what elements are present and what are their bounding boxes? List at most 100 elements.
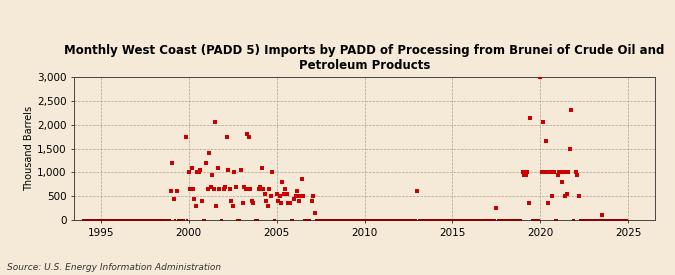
Point (220, 185, 231, 189)
Point (275, 201, 286, 205)
Point (348, 218, 358, 222)
Point (209, 120, 220, 125)
Point (572, 172, 583, 177)
Point (593, 218, 604, 222)
Point (132, 218, 142, 222)
Point (464, 218, 475, 222)
Point (500, 218, 510, 222)
Point (402, 218, 412, 222)
Point (308, 194, 319, 198)
Point (318, 218, 329, 222)
Point (524, 115, 535, 120)
Point (155, 218, 166, 222)
Point (284, 201, 295, 205)
Point (104, 218, 115, 222)
Point (234, 218, 245, 222)
Point (519, 172, 530, 177)
Point (279, 192, 290, 196)
Text: Source: U.S. Energy Information Administration: Source: U.S. Energy Information Administ… (7, 263, 221, 272)
Point (292, 189, 302, 194)
Point (583, 218, 594, 222)
Point (91, 218, 102, 222)
Point (236, 168, 247, 172)
Point (491, 206, 502, 210)
Point (223, 168, 234, 172)
Point (160, 218, 171, 222)
Point (277, 180, 288, 184)
Point (214, 187, 225, 191)
Point (468, 218, 479, 222)
Point (344, 218, 355, 222)
Point (605, 218, 616, 222)
Point (302, 218, 313, 222)
Point (604, 218, 615, 222)
Point (86, 218, 97, 222)
Point (265, 194, 276, 198)
Point (541, 139, 551, 144)
Point (283, 201, 294, 205)
Point (516, 218, 526, 222)
Point (620, 218, 630, 222)
Point (290, 194, 301, 198)
Point (144, 218, 155, 222)
Point (551, 218, 562, 222)
Point (254, 187, 265, 191)
Point (258, 187, 269, 191)
Point (466, 218, 477, 222)
Point (205, 185, 216, 189)
Point (350, 218, 361, 222)
Point (274, 194, 285, 198)
Point (199, 218, 210, 222)
Point (389, 218, 400, 222)
Point (95, 218, 106, 222)
Point (369, 218, 380, 222)
Point (413, 218, 424, 222)
Point (439, 218, 450, 222)
Point (425, 218, 436, 222)
Point (271, 192, 282, 196)
Point (171, 189, 182, 194)
Point (250, 218, 261, 222)
Point (523, 201, 534, 205)
Point (116, 218, 127, 222)
Point (569, 218, 580, 222)
Point (213, 165, 223, 170)
Point (514, 218, 525, 222)
Point (535, 75, 546, 79)
Point (520, 172, 531, 177)
Point (296, 177, 307, 182)
Point (349, 218, 360, 222)
Point (343, 218, 354, 222)
Point (498, 218, 509, 222)
Point (217, 218, 227, 222)
Point (219, 187, 230, 191)
Point (309, 211, 320, 215)
Y-axis label: Thousand Barrels: Thousand Barrels (24, 106, 34, 191)
Point (145, 218, 156, 222)
Point (383, 218, 394, 222)
Point (139, 218, 150, 222)
Point (200, 161, 211, 165)
Point (481, 218, 491, 222)
Point (398, 218, 408, 222)
Point (399, 218, 410, 222)
Point (460, 218, 471, 222)
Point (438, 218, 449, 222)
Point (537, 170, 547, 175)
Point (418, 218, 429, 222)
Point (238, 201, 248, 205)
Point (485, 218, 496, 222)
Point (392, 218, 402, 222)
Point (227, 204, 238, 208)
Point (544, 170, 555, 175)
Point (424, 218, 435, 222)
Point (497, 218, 508, 222)
Point (495, 218, 506, 222)
Point (119, 218, 130, 222)
Point (367, 218, 377, 222)
Point (547, 194, 558, 198)
Point (174, 218, 185, 222)
Point (240, 187, 251, 191)
Point (477, 218, 487, 222)
Point (305, 218, 316, 222)
